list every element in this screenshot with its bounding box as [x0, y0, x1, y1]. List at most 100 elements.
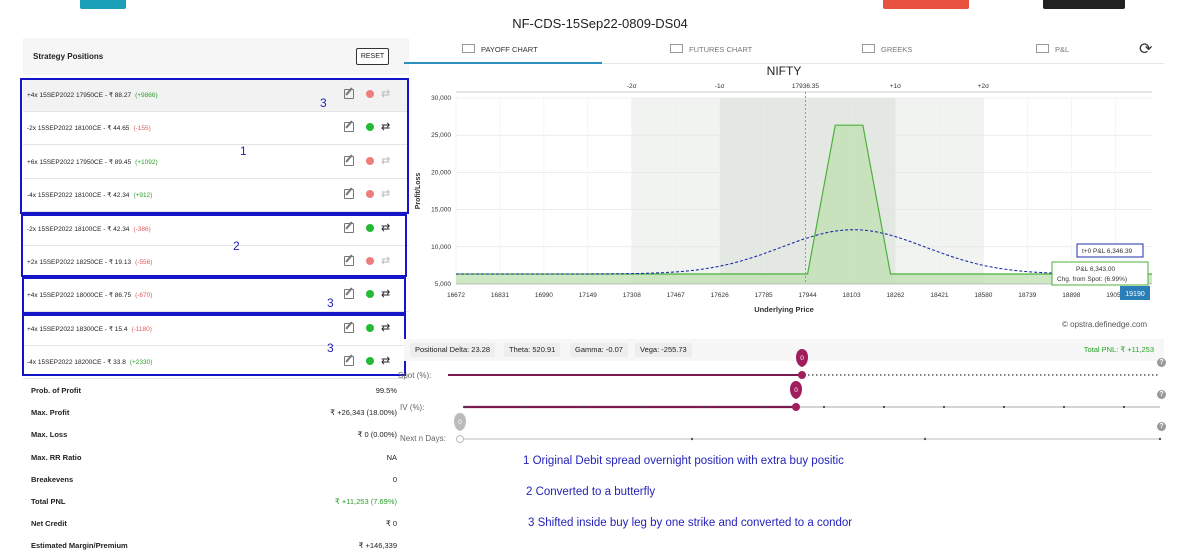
- stat-label: Max. Profit: [31, 408, 70, 418]
- swap-icon[interactable]: ⇄: [381, 121, 391, 134]
- iv-tick: [462, 405, 466, 409]
- position-text: +6x 15SEP2022 17950CE - ₹ 89.45 (+1092): [27, 158, 158, 166]
- stat-label: Total PNL: [31, 497, 66, 506]
- swap-icon[interactable]: ⇄: [381, 288, 391, 301]
- reset-button[interactable]: RESET: [356, 48, 389, 65]
- days-slider-label: Next n Days:: [400, 434, 446, 443]
- top-dark-button[interactable]: [1043, 0, 1125, 9]
- position-pnl: (-556): [135, 259, 153, 266]
- annotation-mark: 3: [327, 296, 334, 310]
- stat-row: Prob. of Profit 99.5%: [23, 380, 409, 402]
- annotation-box-4: [22, 314, 406, 376]
- days-slider-handle[interactable]: [456, 435, 464, 443]
- tab-p-l[interactable]: P&L: [1036, 38, 1069, 64]
- days-tick: [1158, 437, 1162, 441]
- position-label: +4x 15SEP2022 18000CE - ₹ 86.75: [27, 292, 132, 300]
- sigma-label: +2σ: [978, 83, 989, 90]
- stat-label: Net Credit: [31, 519, 67, 529]
- stat-label: Estimated Margin/Premium: [31, 541, 128, 551]
- expiry-tooltip-box: [1051, 261, 1149, 286]
- x-tick-label: 16672: [447, 292, 465, 299]
- position-pnl: (+9866): [135, 92, 158, 99]
- credit-text: © opstra.definedge.com: [1062, 320, 1148, 329]
- position-row: -4x 15SEP2022 18100CE - ₹ 42.34 (+912) ⇄: [23, 179, 409, 213]
- inactive-status-dot-icon[interactable]: [366, 257, 374, 265]
- positions-title: Strategy Positions: [33, 52, 104, 61]
- iv-slider-handle[interactable]: [792, 403, 800, 411]
- chart-tabs: PAYOFF CHART FUTURES CHART GREEKS P&L: [404, 38, 1164, 64]
- gamma-badge: Gamma: -0.07: [570, 343, 628, 357]
- top-red-button[interactable]: [883, 0, 969, 9]
- position-pnl: (+2330): [129, 359, 153, 367]
- stat-value: ₹ 0 (0.00%): [357, 430, 397, 440]
- expiry-payoff-line: [456, 124, 1152, 275]
- spot-value-pin: [796, 349, 808, 367]
- grid-icon: [1036, 44, 1049, 53]
- iv-tick: [822, 405, 826, 409]
- iv-value-pin: [790, 381, 802, 399]
- edit-icon[interactable]: [344, 322, 354, 333]
- top-teal-button[interactable]: [80, 0, 126, 9]
- edit-icon[interactable]: [344, 256, 354, 266]
- tab-divider: [602, 63, 1164, 64]
- position-text: -4x 15SEP2022 18200CE - ₹ 33.8 (+2330): [27, 358, 152, 366]
- y-tick-label: 10,000: [431, 244, 451, 251]
- x-tick-label: 17944: [799, 292, 817, 299]
- area-chart-icon: [462, 44, 475, 53]
- refresh-icon[interactable]: ⟳: [1139, 41, 1153, 58]
- edit-icon[interactable]: [344, 155, 354, 166]
- edit-icon[interactable]: [344, 122, 354, 133]
- chart-title: NIFTY: [767, 64, 802, 78]
- stat-value: NA: [386, 452, 397, 462]
- swap-icon[interactable]: ⇄: [381, 154, 391, 167]
- swap-icon[interactable]: ⇄: [381, 355, 391, 368]
- swap-icon[interactable]: ⇄: [381, 221, 391, 234]
- expiry-tooltip-text: P&L 6,343.00: [1076, 266, 1116, 273]
- help-icon[interactable]: ?: [1157, 358, 1166, 367]
- active-status-dot-icon[interactable]: [366, 290, 374, 299]
- spot-slider-handle[interactable]: [798, 371, 806, 379]
- stat-row: Breakevens 0: [23, 469, 409, 491]
- edit-icon[interactable]: [344, 356, 354, 367]
- position-row: -2x 15SEP2022 18100CE - ₹ 42.34 (-386) ⇄: [23, 213, 409, 246]
- help-icon[interactable]: ?: [1157, 422, 1166, 431]
- inactive-status-dot-icon[interactable]: [366, 190, 374, 199]
- position-label: +6x 15SEP2022 17950CE - ₹ 89.45: [27, 158, 132, 166]
- active-status-dot-icon[interactable]: [366, 223, 374, 232]
- edit-icon[interactable]: [344, 222, 354, 233]
- inactive-status-dot-icon[interactable]: [366, 90, 374, 98]
- active-status-dot-icon[interactable]: [366, 357, 374, 366]
- edit-icon[interactable]: [344, 89, 354, 99]
- stat-row: Max. RR Ratio NA: [23, 447, 409, 469]
- sigma-label: -1σ: [715, 83, 725, 90]
- position-row: -2x 15SEP2022 18100CE - ₹ 44.65 (-155) ⇄: [23, 112, 409, 146]
- active-status-dot-icon[interactable]: [366, 323, 374, 332]
- position-label: -4x 15SEP2022 18200CE - ₹ 33.8: [27, 359, 126, 367]
- note-2: 2 Converted to a butterfly: [526, 486, 656, 498]
- position-text: -2x 15SEP2022 18100CE - ₹ 44.65 (-155): [27, 124, 151, 132]
- x-tick-label: 17149: [579, 292, 597, 299]
- position-label: +4x 15SEP2022 18300CE - ₹ 15.4: [27, 325, 128, 333]
- position-label: -4x 15SEP2022 18100CE - ₹ 42.34: [27, 192, 130, 200]
- inactive-status-dot-icon[interactable]: [366, 156, 374, 165]
- iv-tick: [702, 405, 706, 409]
- swap-icon[interactable]: ⇄: [381, 321, 391, 334]
- tab-greeks[interactable]: GREEKS: [862, 38, 912, 64]
- edit-icon[interactable]: [344, 289, 354, 300]
- annotation-mark: 3: [327, 341, 334, 355]
- swap-icon[interactable]: ⇄: [381, 255, 391, 267]
- edit-icon[interactable]: [344, 189, 354, 200]
- swap-icon[interactable]: ⇄: [381, 188, 391, 201]
- x-tick-label: 16831: [491, 292, 509, 299]
- help-icon[interactable]: ?: [1157, 390, 1166, 399]
- days-value-pin: [454, 413, 466, 431]
- tab-payoff-chart[interactable]: PAYOFF CHART: [462, 38, 538, 64]
- iv-tick: [522, 405, 526, 409]
- tab-futures-chart[interactable]: FUTURES CHART: [670, 38, 752, 64]
- swap-icon[interactable]: ⇄: [381, 88, 391, 100]
- strategy-positions-panel: Strategy Positions RESET +4x 15SEP2022 1…: [23, 38, 409, 559]
- current-price-badge: [1120, 286, 1150, 300]
- annotation-box-3: [22, 277, 406, 314]
- active-status-dot-icon[interactable]: [366, 123, 374, 132]
- payoff-chart: 5,000 10,000 15,000 20,000 25,000 30,000 16672…: [415, 64, 1152, 314]
